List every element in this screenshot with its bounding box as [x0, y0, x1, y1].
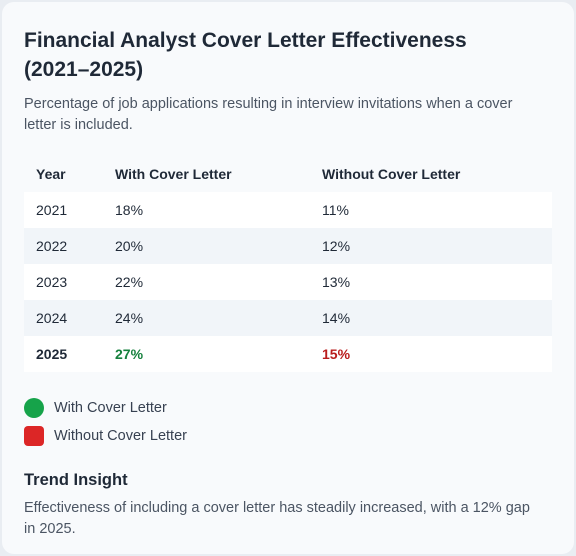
without-cover-letter-cell: 12% — [310, 228, 552, 264]
column-header-without: Without Cover Letter — [310, 156, 552, 192]
insight-text: Effectiveness of including a cover lette… — [24, 500, 530, 537]
table-row: 2024 24% 14% — [24, 300, 552, 336]
without-cover-letter-cell: 15% — [310, 336, 552, 372]
table-row-latest: 2025 27% 15% — [24, 336, 552, 372]
with-cover-letter-cell: 24% — [103, 300, 310, 336]
insight-title: Trend Insight — [24, 471, 128, 489]
year-cell: 2024 — [24, 300, 103, 336]
legend-label-without: Without Cover Letter — [54, 428, 187, 444]
legend-label-with: With Cover Letter — [54, 400, 167, 416]
without-cover-letter-cell: 13% — [310, 264, 552, 300]
year-cell: 2022 — [24, 228, 103, 264]
legend-item-without: Without Cover Letter — [24, 422, 552, 450]
data-table: Year With Cover Letter Without Cover Let… — [24, 156, 552, 372]
chart-subtitle: Percentage of job applications resulting… — [24, 96, 513, 133]
with-cover-letter-cell: 27% — [103, 336, 310, 372]
year-cell: 2025 — [24, 336, 103, 372]
table-row: 2023 22% 13% — [24, 264, 552, 300]
column-header-with: With Cover Letter — [103, 156, 310, 192]
legend-item-with: With Cover Letter — [24, 394, 552, 422]
column-header-year: Year — [24, 156, 103, 192]
without-cover-letter-cell: 14% — [310, 300, 552, 336]
legend-swatch-with — [24, 398, 44, 418]
with-cover-letter-cell: 22% — [103, 264, 310, 300]
year-cell: 2023 — [24, 264, 103, 300]
table-row: 2021 18% 11% — [24, 192, 552, 228]
year-cell: 2021 — [24, 192, 103, 228]
table-header-row: Year With Cover Letter Without Cover Let… — [24, 156, 552, 192]
without-cover-letter-cell: 11% — [310, 192, 552, 228]
with-cover-letter-cell: 18% — [103, 192, 310, 228]
legend-swatch-without — [24, 426, 44, 446]
table-row: 2022 20% 12% — [24, 228, 552, 264]
with-cover-letter-cell: 20% — [103, 228, 310, 264]
chart-title: Financial Analyst Cover Letter Effective… — [24, 29, 467, 81]
legend: With Cover Letter Without Cover Letter — [24, 394, 552, 450]
